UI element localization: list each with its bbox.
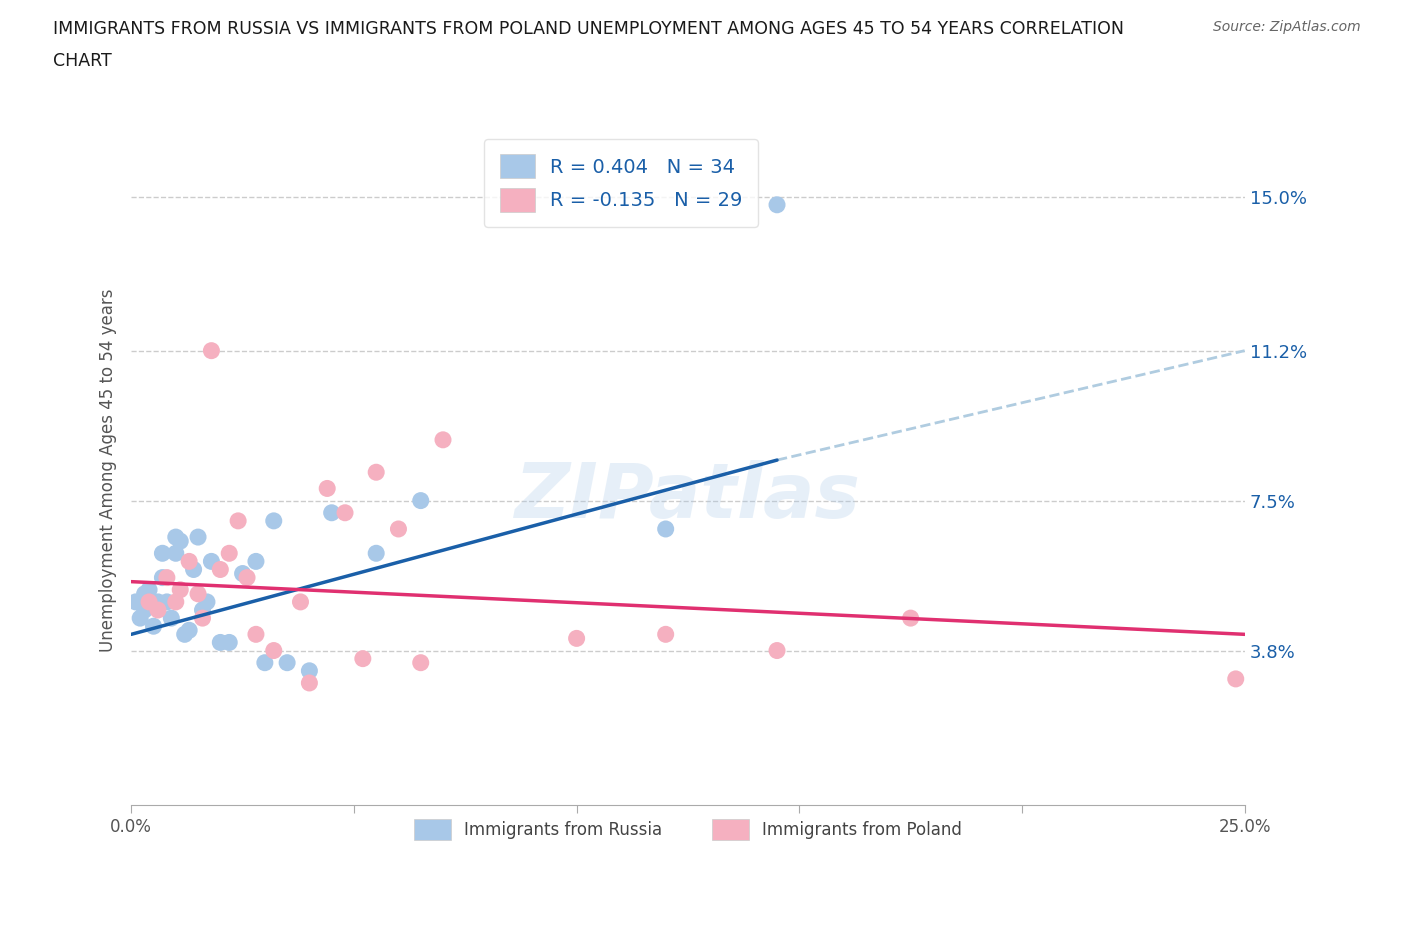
Point (209, 635, 232, 650)
Point (263, 513, 285, 528)
Point (209, 562, 232, 577)
Point (179, 554, 201, 569)
Text: Source: ZipAtlas.com: Source: ZipAtlas.com (1213, 20, 1361, 34)
Point (165, 546, 187, 561)
Text: ZIPatlas: ZIPatlas (515, 460, 860, 534)
Point (187, 530, 209, 545)
Point (298, 675, 321, 690)
Point (218, 546, 240, 561)
Point (200, 343, 222, 358)
Point (766, 644, 789, 658)
Legend: Immigrants from Russia, Immigrants from Poland: Immigrants from Russia, Immigrants from … (408, 813, 969, 846)
Point (200, 554, 222, 569)
Point (276, 656, 298, 671)
Point (226, 513, 249, 528)
Point (156, 570, 179, 585)
Point (565, 631, 588, 645)
Point (409, 493, 432, 508)
Point (156, 594, 179, 609)
Point (290, 594, 312, 609)
Point (173, 627, 195, 642)
Point (134, 587, 156, 602)
Point (183, 562, 205, 577)
Point (232, 566, 254, 581)
Point (316, 481, 339, 496)
Text: CHART: CHART (53, 52, 112, 70)
Point (352, 651, 374, 666)
Point (236, 570, 259, 585)
Point (366, 546, 388, 561)
Point (165, 530, 187, 545)
Point (333, 505, 356, 520)
Point (1225, 671, 1247, 686)
Point (187, 587, 209, 602)
Point (169, 582, 191, 597)
Point (138, 594, 160, 609)
Text: IMMIGRANTS FROM RUSSIA VS IMMIGRANTS FROM POLAND UNEMPLOYMENT AMONG AGES 45 TO 5: IMMIGRANTS FROM RUSSIA VS IMMIGRANTS FRO… (53, 20, 1125, 38)
Point (138, 582, 160, 597)
Point (165, 594, 187, 609)
Point (253, 656, 276, 671)
Point (152, 546, 174, 561)
Point (654, 522, 676, 537)
Point (409, 656, 432, 671)
Point (146, 594, 169, 609)
Point (432, 432, 454, 447)
Point (298, 663, 321, 678)
Point (129, 611, 152, 626)
Point (321, 505, 343, 520)
Point (195, 594, 218, 609)
Point (134, 603, 156, 618)
Point (245, 627, 267, 642)
Y-axis label: Unemployment Among Ages 45 to 54 years: Unemployment Among Ages 45 to 54 years (100, 288, 117, 652)
Point (146, 603, 169, 618)
Point (191, 603, 214, 618)
Point (142, 618, 165, 633)
Point (366, 465, 388, 480)
Point (387, 522, 409, 537)
Point (152, 570, 174, 585)
Point (263, 644, 285, 658)
Point (900, 611, 922, 626)
Point (218, 635, 240, 650)
Point (160, 611, 183, 626)
Point (245, 554, 267, 569)
Point (766, 197, 789, 212)
Point (191, 611, 214, 626)
Point (179, 623, 201, 638)
Point (125, 594, 148, 609)
Point (654, 627, 676, 642)
Point (169, 534, 191, 549)
